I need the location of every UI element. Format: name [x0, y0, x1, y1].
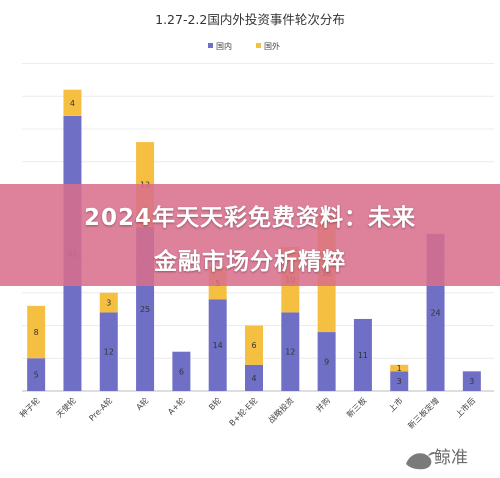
category-label: Pre-A轮 — [87, 395, 115, 423]
legend-swatch — [208, 43, 213, 48]
data-label: 5 — [34, 371, 39, 380]
watermark-logo — [406, 452, 436, 470]
data-label: 12 — [285, 348, 295, 357]
category-label: 新三板定增 — [406, 395, 441, 430]
data-label: 3 — [106, 299, 111, 308]
data-label: 6 — [179, 367, 184, 376]
legend-swatch — [256, 43, 261, 48]
data-label: 14 — [213, 341, 223, 350]
data-label: 4 — [70, 99, 75, 108]
data-label: 6 — [251, 341, 256, 350]
category-label: 战略投资 — [266, 395, 296, 425]
bar-domestic — [99, 312, 118, 391]
category-label: A+轮 — [165, 395, 186, 416]
data-label: 24 — [430, 308, 440, 317]
category-label: 并购 — [314, 395, 332, 413]
bar-foreign — [27, 305, 46, 359]
watermark-text: 鲸准 — [434, 448, 468, 468]
banner-text-line2: 金融市场分析精粹 — [154, 249, 346, 275]
category-label: B+轮-E轮 — [227, 395, 260, 428]
category-label: A轮 — [134, 395, 151, 412]
legend-label: 国外 — [264, 41, 280, 51]
bar-domestic — [317, 332, 336, 391]
category-label: 上市 — [386, 395, 404, 413]
bar-domestic — [208, 299, 227, 391]
legend-label: 国内 — [216, 41, 232, 51]
category-label: 天使轮 — [54, 395, 78, 419]
data-label: 9 — [324, 358, 329, 367]
bar-domestic — [390, 371, 409, 391]
bar-foreign — [63, 89, 82, 116]
bar-foreign — [245, 325, 263, 365]
bar-foreign — [99, 292, 118, 313]
data-label: 1 — [397, 364, 402, 373]
data-label: 3 — [469, 377, 474, 386]
data-label: 8 — [34, 328, 39, 337]
data-label: 3 — [397, 377, 402, 386]
chart-title: 1.27-2.2国内外投资事件轮次分布 — [155, 12, 345, 27]
bar-foreign — [390, 364, 409, 372]
category-label: 新三板 — [344, 395, 368, 419]
category-label: B轮 — [206, 395, 223, 412]
whale-icon — [406, 452, 436, 470]
bar-domestic — [462, 371, 481, 391]
category-label: 上市后 — [453, 395, 477, 419]
bar-domestic — [172, 351, 191, 391]
data-label: 12 — [104, 348, 114, 357]
bar-domestic — [281, 312, 300, 391]
data-label: 11 — [358, 351, 368, 360]
data-label: 4 — [251, 374, 256, 383]
bar-domestic — [353, 318, 372, 391]
data-label: 25 — [140, 305, 150, 314]
bar-domestic — [27, 358, 46, 391]
category-label: 种子轮 — [18, 395, 42, 419]
overlay-banner — [0, 184, 500, 286]
bar-domestic — [245, 364, 263, 391]
banner-text-line1: 2024年天天彩免费资料：未来 — [83, 205, 416, 231]
